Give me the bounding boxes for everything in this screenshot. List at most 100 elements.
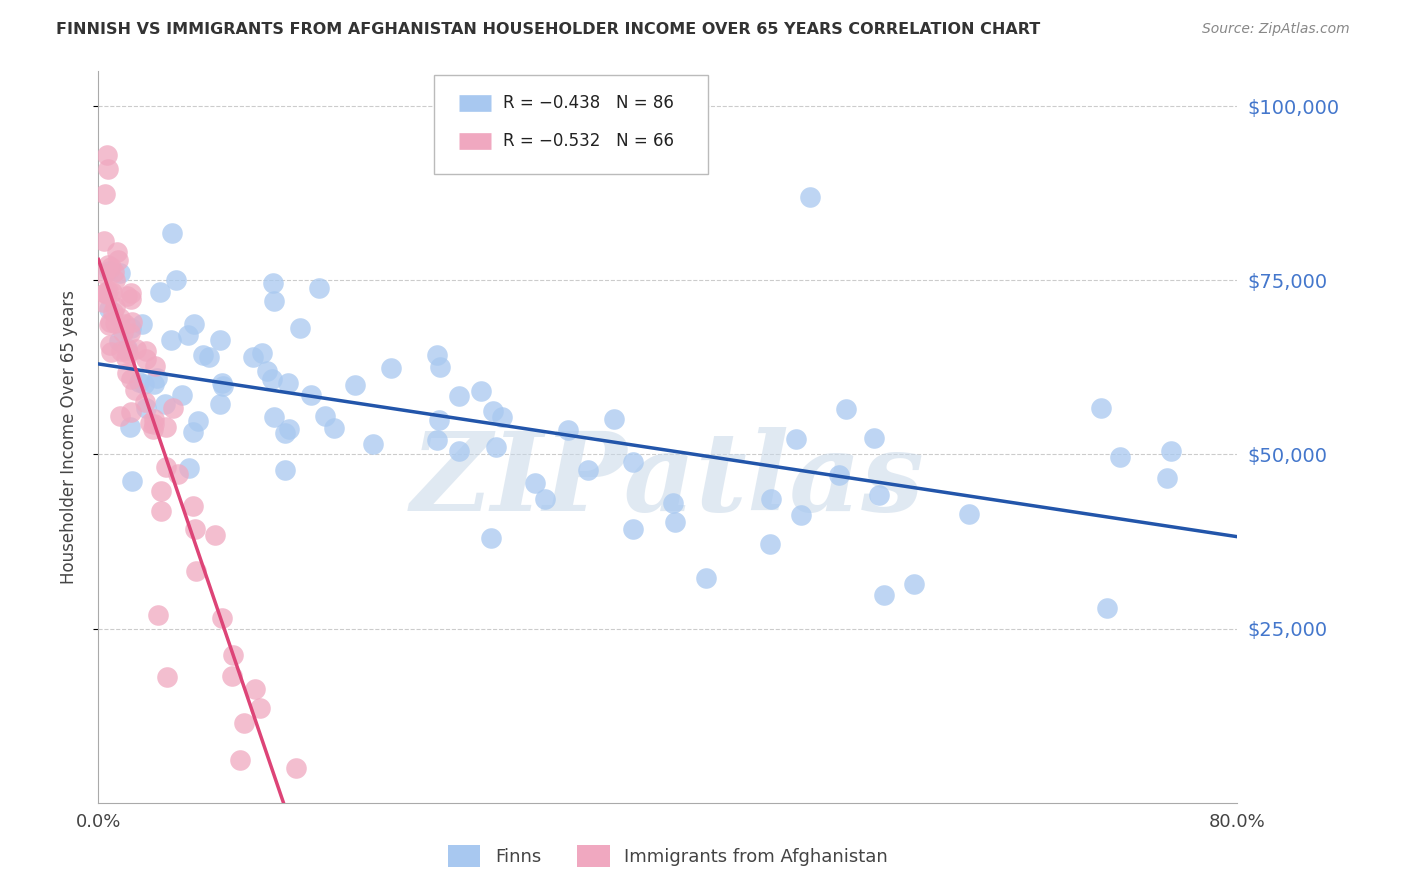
Point xyxy=(314,409,336,424)
Point xyxy=(603,411,626,425)
Point xyxy=(96,287,118,301)
Point xyxy=(108,334,131,348)
Point xyxy=(229,753,252,767)
Point xyxy=(120,320,142,334)
Point xyxy=(790,508,813,522)
Point xyxy=(485,440,508,454)
Point xyxy=(153,396,176,410)
Point xyxy=(149,504,172,518)
Point xyxy=(143,417,166,431)
Point xyxy=(176,328,198,343)
Point xyxy=(135,343,157,358)
Point xyxy=(380,361,402,376)
Point xyxy=(156,670,179,684)
Point xyxy=(177,461,200,475)
Point xyxy=(115,289,138,303)
Point xyxy=(120,405,142,419)
Point xyxy=(98,302,121,317)
Point xyxy=(197,350,219,364)
Point xyxy=(100,345,122,359)
Point xyxy=(299,388,322,402)
Point xyxy=(957,507,980,521)
Point xyxy=(278,422,301,436)
Point xyxy=(172,388,194,402)
Point xyxy=(263,410,285,425)
Point xyxy=(96,148,118,162)
Point xyxy=(277,376,299,390)
Point xyxy=(98,315,121,329)
Point xyxy=(139,416,162,430)
Point xyxy=(1090,401,1112,416)
Point xyxy=(184,522,207,536)
Point xyxy=(263,294,285,309)
Point xyxy=(142,422,165,436)
Point xyxy=(135,352,157,367)
Point xyxy=(222,648,245,662)
Point xyxy=(209,334,232,348)
Point xyxy=(91,295,114,310)
Point xyxy=(191,348,214,362)
Point xyxy=(534,492,557,507)
Point xyxy=(165,273,187,287)
Point xyxy=(260,372,283,386)
Point xyxy=(1095,600,1118,615)
Text: R = −0.532   N = 66: R = −0.532 N = 66 xyxy=(503,132,673,150)
Point xyxy=(134,394,156,409)
Point xyxy=(308,281,330,295)
Point xyxy=(103,265,125,279)
Point xyxy=(94,187,117,202)
Point xyxy=(155,419,177,434)
Point xyxy=(166,467,188,482)
Point xyxy=(828,468,851,483)
Point xyxy=(105,245,128,260)
Point xyxy=(233,715,256,730)
Point xyxy=(482,403,505,417)
Point xyxy=(429,359,451,374)
Point xyxy=(121,315,143,329)
Point xyxy=(322,421,344,435)
Point xyxy=(903,577,925,591)
Point xyxy=(117,346,139,360)
FancyBboxPatch shape xyxy=(434,75,707,174)
Point xyxy=(183,317,205,331)
Point xyxy=(155,459,177,474)
Point xyxy=(284,761,307,775)
Point xyxy=(118,326,141,340)
Point xyxy=(149,285,172,299)
Point xyxy=(114,317,136,331)
Point xyxy=(121,474,143,488)
Point xyxy=(125,342,148,356)
Point xyxy=(221,669,243,683)
Point xyxy=(120,286,142,301)
Point xyxy=(1160,444,1182,458)
Point xyxy=(108,266,131,280)
Point xyxy=(262,276,284,290)
Point xyxy=(447,389,470,403)
Point xyxy=(110,343,132,358)
Point xyxy=(117,341,139,355)
Point xyxy=(101,305,124,319)
Point xyxy=(187,414,209,428)
Text: Source: ZipAtlas.com: Source: ZipAtlas.com xyxy=(1202,22,1350,37)
Point xyxy=(101,285,124,299)
Point xyxy=(695,571,717,585)
Point xyxy=(97,284,120,298)
Point xyxy=(93,285,115,300)
Point xyxy=(143,359,166,373)
Point xyxy=(212,379,235,393)
Point xyxy=(115,343,138,358)
Legend: Finns, Immigrants from Afghanistan: Finns, Immigrants from Afghanistan xyxy=(449,845,887,867)
Point xyxy=(761,492,783,507)
Point xyxy=(97,258,120,272)
Point xyxy=(863,431,886,445)
Point xyxy=(160,227,183,241)
Point xyxy=(98,264,121,278)
Point xyxy=(209,397,232,411)
Point xyxy=(148,607,170,622)
Point xyxy=(124,384,146,398)
Point xyxy=(97,318,120,333)
Point xyxy=(204,528,226,542)
Point xyxy=(100,260,122,274)
Point xyxy=(211,611,233,625)
Point xyxy=(93,234,115,248)
